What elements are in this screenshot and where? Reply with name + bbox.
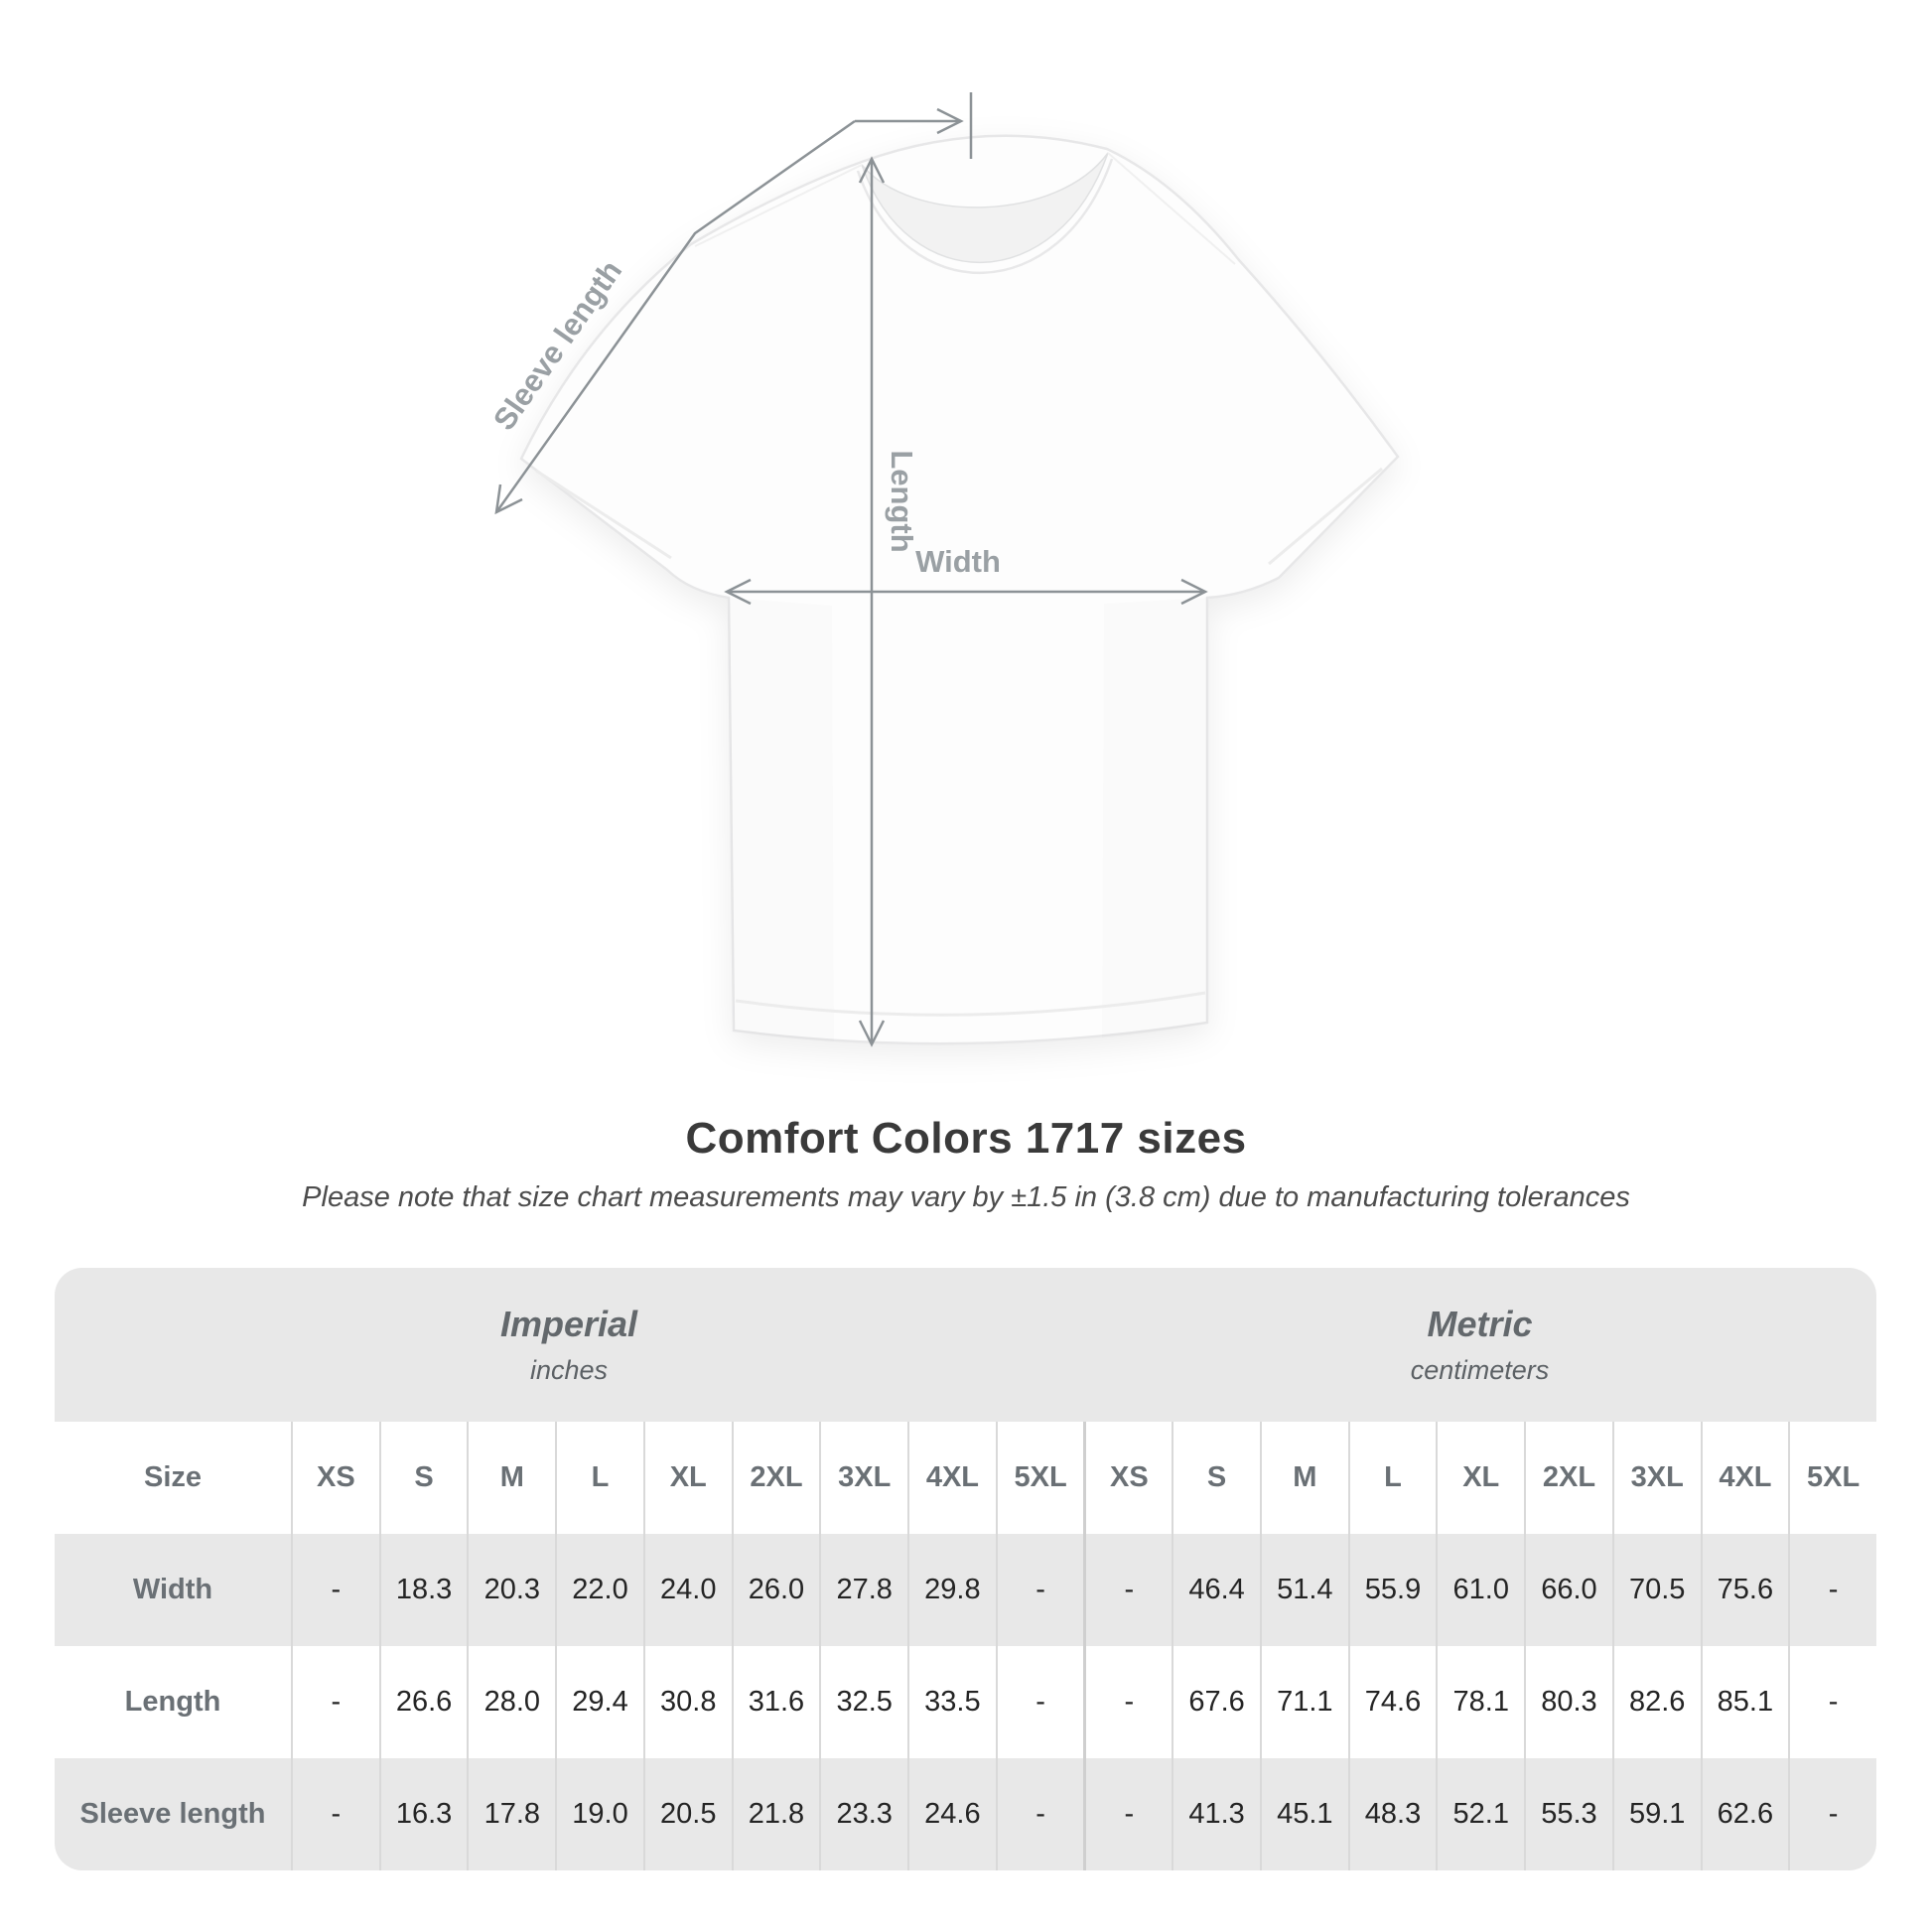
value-cell-imperial: - <box>291 1646 379 1758</box>
size-table: Imperial inches Metric centimeters Size X… <box>55 1268 1876 1870</box>
value-cell-metric: 67.6 <box>1172 1646 1260 1758</box>
value-cell-imperial: 28.0 <box>467 1646 556 1758</box>
value-cell-imperial: 24.6 <box>907 1758 996 1870</box>
metric-group-header: Metric centimeters <box>1083 1268 1876 1422</box>
value-cell-metric: - <box>1788 1534 1876 1646</box>
size-column-header-imperial: M <box>467 1422 556 1534</box>
value-cell-metric: 46.4 <box>1172 1534 1260 1646</box>
size-column-header-metric: S <box>1172 1422 1260 1534</box>
value-cell-imperial: 16.3 <box>378 1758 468 1870</box>
value-cell-imperial: 23.3 <box>819 1758 907 1870</box>
tshirt-diagram-svg: Sleeve length Length Width <box>486 92 1400 1047</box>
value-cell-metric: 52.1 <box>1436 1758 1524 1870</box>
value-cell-metric: - <box>1788 1646 1876 1758</box>
tolerance-note: Please note that size chart measurements… <box>302 1181 1630 1213</box>
value-cell-imperial: - <box>291 1534 379 1646</box>
size-column-header-metric: XS <box>1083 1422 1173 1534</box>
value-cell-metric: 62.6 <box>1700 1758 1789 1870</box>
size-column-header-imperial: L <box>555 1422 643 1534</box>
value-cell-metric: 59.1 <box>1611 1758 1701 1870</box>
value-cell-imperial: 18.3 <box>378 1534 468 1646</box>
collar <box>861 152 1109 263</box>
value-cell-imperial: 30.8 <box>642 1646 732 1758</box>
size-column-header-imperial: XL <box>642 1422 732 1534</box>
value-cell-imperial: 29.8 <box>907 1534 996 1646</box>
value-cell-imperial: - <box>995 1646 1084 1758</box>
value-cell-imperial: 24.0 <box>642 1534 732 1646</box>
value-cell-metric: 80.3 <box>1524 1646 1612 1758</box>
size-column-header-metric: 2XL <box>1524 1422 1612 1534</box>
value-cell-metric: 75.6 <box>1700 1534 1789 1646</box>
size-column-header-metric: XL <box>1436 1422 1525 1534</box>
length-arrow-label: Length <box>885 450 919 552</box>
value-cell-imperial: - <box>291 1758 379 1870</box>
value-cell-imperial: 27.8 <box>819 1534 907 1646</box>
metric-group-name: Metric <box>1427 1304 1533 1344</box>
value-cell-metric: - <box>1788 1758 1876 1870</box>
value-cell-metric: 51.4 <box>1259 1534 1348 1646</box>
value-cell-imperial: 22.0 <box>555 1534 643 1646</box>
size-table-grid: Size XS S M L XL 2XL 3XL 4XL 5XL XS S M L XL 2XL 3XL 4XL 5… <box>55 1422 1876 1870</box>
value-cell-imperial: 26.0 <box>731 1534 820 1646</box>
value-cell-imperial: 31.6 <box>731 1646 820 1758</box>
value-cell-imperial: - <box>995 1758 1084 1870</box>
row-label: Sleeve length <box>79 1798 266 1830</box>
page-title: Comfort Colors 1717 sizes <box>685 1114 1247 1163</box>
unit-group-header: Imperial inches Metric centimeters <box>55 1268 1876 1422</box>
value-cell-metric: 55.9 <box>1347 1534 1437 1646</box>
value-cell-imperial: 17.8 <box>467 1758 555 1870</box>
shoulder-point-arrow <box>855 92 973 159</box>
imperial-group-unit: inches <box>529 1355 609 1385</box>
value-cell-metric: 71.1 <box>1259 1646 1348 1758</box>
size-column-header-metric: 5XL <box>1788 1422 1876 1534</box>
value-cell-imperial: 21.8 <box>731 1758 820 1870</box>
value-cell-metric: - <box>1083 1646 1173 1758</box>
size-column-header-metric: L <box>1347 1422 1437 1534</box>
size-column-header-metric: 4XL <box>1700 1422 1789 1534</box>
heading-section: Comfort Colors 1717 sizes Please note th… <box>0 1114 1932 1214</box>
size-column-header: Size <box>55 1422 291 1534</box>
value-cell-metric: 82.6 <box>1611 1646 1701 1758</box>
size-column-header-imperial: 2XL <box>731 1422 820 1534</box>
value-cell-metric: - <box>1083 1534 1172 1646</box>
tshirt-image <box>519 134 1400 1045</box>
value-cell-metric: - <box>1083 1758 1172 1870</box>
value-cell-metric: 61.0 <box>1436 1534 1524 1646</box>
size-column-header-imperial: 5XL <box>995 1422 1084 1534</box>
width-arrow-label: Width <box>915 544 1001 579</box>
value-cell-imperial: 33.5 <box>907 1646 996 1758</box>
value-cell-metric: 48.3 <box>1347 1758 1437 1870</box>
value-cell-imperial: 20.3 <box>467 1534 555 1646</box>
value-cell-metric: 66.0 <box>1524 1534 1612 1646</box>
value-cell-imperial: 26.6 <box>378 1646 468 1758</box>
value-cell-metric: 45.1 <box>1259 1758 1348 1870</box>
row-label: Length <box>55 1646 291 1758</box>
length-arrow <box>858 156 886 1047</box>
value-cell-imperial: 19.0 <box>555 1758 643 1870</box>
row-label: Width <box>132 1574 213 1605</box>
value-cell-imperial: 32.5 <box>819 1646 908 1758</box>
size-column-header-imperial: 4XL <box>907 1422 996 1534</box>
value-cell-metric: 78.1 <box>1436 1646 1525 1758</box>
value-cell-metric: 74.6 <box>1347 1646 1437 1758</box>
value-cell-metric: 70.5 <box>1611 1534 1701 1646</box>
size-column-header-imperial: 3XL <box>819 1422 908 1534</box>
sleeve-length-arrow <box>494 119 856 515</box>
value-cell-metric: 41.3 <box>1172 1758 1260 1870</box>
size-column-header-metric: M <box>1259 1422 1348 1534</box>
value-cell-imperial: 29.4 <box>555 1646 643 1758</box>
size-column-header-metric: 3XL <box>1611 1422 1701 1534</box>
size-column-header-imperial: XS <box>291 1422 379 1534</box>
width-arrow <box>724 578 1208 606</box>
value-cell-imperial: - <box>995 1534 1084 1646</box>
value-cell-metric: 55.3 <box>1524 1758 1612 1870</box>
value-cell-metric: 85.1 <box>1700 1646 1789 1758</box>
imperial-group-header: Imperial inches <box>55 1268 1083 1422</box>
value-cell-imperial: 20.5 <box>642 1758 732 1870</box>
size-column-header-imperial: S <box>378 1422 468 1534</box>
metric-group-unit: centimeters <box>1410 1355 1550 1385</box>
tshirt-measurement-diagram: Sleeve length Length Width <box>486 92 1400 1047</box>
imperial-group-name: Imperial <box>499 1304 638 1344</box>
